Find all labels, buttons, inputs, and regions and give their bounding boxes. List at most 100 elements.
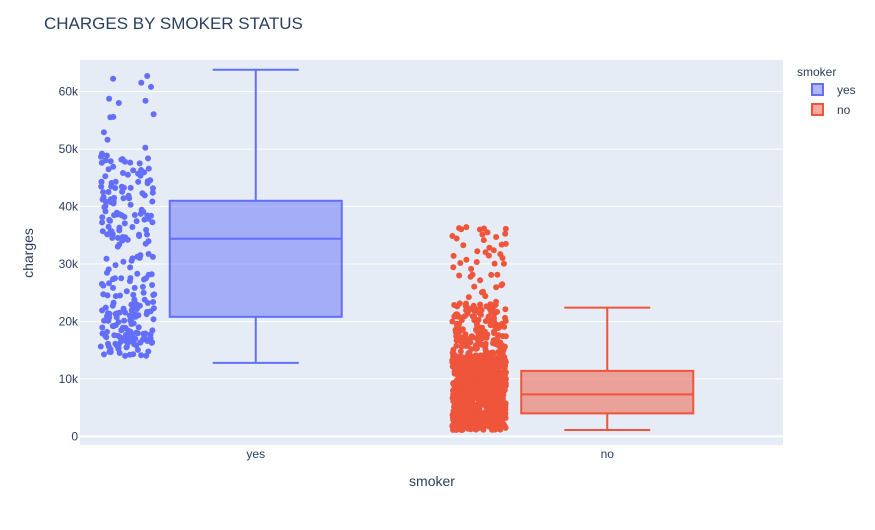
data-point-yes	[102, 157, 109, 164]
data-point-yes	[127, 201, 134, 208]
data-point-yes	[126, 312, 133, 319]
legend-item-no[interactable]: no	[811, 103, 851, 117]
data-point-yes	[103, 152, 110, 159]
data-point-no	[489, 403, 496, 409]
data-point-yes	[123, 344, 130, 351]
data-point-no	[461, 376, 468, 383]
data-point-no	[469, 271, 476, 278]
box-yes	[168, 68, 343, 364]
data-point-yes	[130, 291, 137, 298]
data-point-no	[464, 368, 471, 375]
data-point-yes	[100, 129, 107, 136]
data-point-yes	[120, 184, 127, 191]
data-point-yes	[138, 352, 145, 359]
data-point-yes	[142, 144, 149, 151]
data-point-no	[502, 230, 509, 237]
data-point-yes	[149, 253, 156, 260]
data-point-no	[477, 311, 484, 318]
data-point-yes	[111, 332, 118, 339]
data-point-yes	[129, 224, 136, 230]
data-point-no	[499, 281, 506, 288]
data-point-yes	[99, 324, 106, 331]
data-point-no	[470, 374, 477, 381]
x-tick-label: yes	[246, 447, 265, 461]
data-point-no	[482, 402, 489, 409]
y-tick-label: 40k	[59, 200, 79, 214]
data-point-no	[486, 244, 493, 251]
data-point-no	[468, 353, 474, 360]
data-point-no	[462, 362, 469, 369]
data-point-no	[455, 411, 461, 418]
data-point-yes	[125, 192, 132, 199]
data-point-no	[491, 328, 498, 335]
data-point-no	[457, 338, 464, 345]
data-point-yes	[117, 292, 123, 299]
box-iqr-no	[520, 369, 695, 415]
data-point-yes	[109, 323, 116, 329]
data-point-yes	[138, 79, 145, 86]
points-layer	[97, 73, 509, 433]
data-point-no	[478, 364, 485, 371]
data-point-no	[474, 322, 481, 329]
data-point-no	[478, 307, 485, 314]
data-point-yes	[106, 216, 113, 223]
data-point-no	[473, 306, 480, 313]
data-point-no	[468, 333, 475, 340]
data-point-no	[487, 353, 494, 360]
data-point-yes	[107, 158, 114, 165]
data-point-no	[498, 322, 505, 329]
data-point-yes	[105, 166, 112, 173]
legend-item-yes[interactable]: yes	[811, 83, 856, 97]
data-point-yes	[112, 262, 119, 269]
data-point-yes	[99, 214, 106, 221]
data-point-no	[494, 335, 500, 342]
data-point-no	[456, 398, 463, 405]
data-point-no	[485, 252, 492, 259]
data-point-yes	[144, 73, 151, 79]
data-point-no	[468, 265, 475, 272]
data-point-yes	[120, 170, 126, 176]
data-point-no	[502, 318, 509, 325]
data-point-no	[498, 409, 505, 415]
data-point-no	[450, 252, 457, 259]
data-point-yes	[130, 351, 137, 358]
data-point-yes	[114, 234, 121, 241]
data-point-yes	[130, 167, 137, 174]
data-point-no	[456, 272, 463, 279]
data-point-yes	[127, 159, 134, 166]
data-point-no	[463, 393, 470, 400]
data-point-yes	[105, 189, 112, 195]
data-point-no	[501, 361, 508, 368]
data-point-no	[500, 260, 507, 267]
data-point-yes	[120, 195, 127, 202]
data-point-no	[489, 421, 496, 428]
data-point-no	[495, 416, 502, 423]
data-point-no	[453, 385, 460, 392]
data-point-yes	[102, 198, 109, 205]
data-point-no	[478, 382, 484, 389]
data-point-yes	[136, 233, 143, 239]
data-point-no	[462, 331, 469, 338]
data-point-yes	[149, 219, 156, 226]
data-point-yes	[106, 280, 112, 287]
data-point-yes	[140, 330, 147, 337]
data-point-no	[477, 301, 484, 308]
data-point-yes	[134, 270, 141, 277]
data-point-yes	[145, 238, 152, 245]
data-point-no	[492, 388, 499, 395]
data-point-no	[450, 346, 457, 353]
data-point-yes	[140, 289, 147, 296]
data-point-yes	[143, 226, 150, 233]
data-point-no	[490, 247, 497, 254]
data-point-no	[488, 271, 495, 278]
data-point-no	[458, 226, 465, 233]
data-point-yes	[122, 352, 129, 359]
legend-title: smoker	[797, 65, 836, 79]
data-point-yes	[101, 351, 107, 358]
data-point-yes	[103, 255, 110, 262]
legend[interactable]: smoker yes no	[797, 65, 856, 117]
data-point-yes	[145, 165, 152, 172]
data-point-no	[491, 260, 498, 267]
box-layer	[168, 68, 695, 432]
